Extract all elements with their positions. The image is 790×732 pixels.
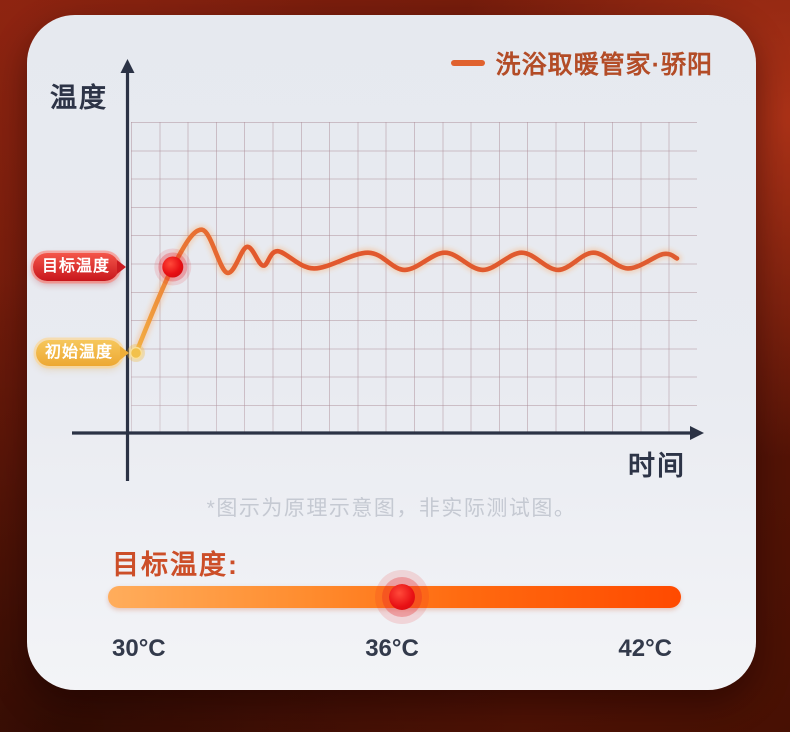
- promo-card: 温度 时间 洗浴取暖管家·骄阳 目标温度 初始温度 *图示为原理示意图，非实际测…: [27, 15, 756, 690]
- chart-footnote: *图示为原理示意图，非实际测试图。: [206, 497, 577, 520]
- initial-temperature-dot: [127, 344, 145, 362]
- legend-line-icon: [450, 60, 485, 66]
- x-axis-arrow-icon: [690, 426, 704, 440]
- chart-canvas: [72, 59, 704, 481]
- x-axis-label: 时间: [628, 451, 686, 481]
- scale-mid-label: 36°C: [365, 635, 419, 662]
- chart-grid: [131, 122, 697, 433]
- temperature-curve-glow: [131, 224, 682, 358]
- scale-max-label: 42°C: [618, 635, 672, 662]
- y-axis-arrow-icon: [120, 59, 135, 73]
- legend: 洗浴取暖管家·骄阳: [450, 45, 713, 81]
- slider-title: 目标温度:: [112, 550, 239, 580]
- target-temperature-dot: [154, 248, 192, 286]
- y-axis-label: 温度: [50, 83, 108, 113]
- scale-min-label: 30°C: [112, 635, 166, 662]
- initial-temperature-badge: 初始温度: [36, 340, 123, 366]
- temperature-curve: [133, 227, 680, 356]
- target-temperature-badge: 目标温度: [33, 253, 120, 281]
- temperature-slider-knob[interactable]: [389, 584, 415, 610]
- legend-label: 洗浴取暖管家·骄阳: [495, 51, 713, 79]
- axes: [72, 69, 693, 481]
- slider-scale: 30°C 36°C 42°C: [112, 635, 672, 663]
